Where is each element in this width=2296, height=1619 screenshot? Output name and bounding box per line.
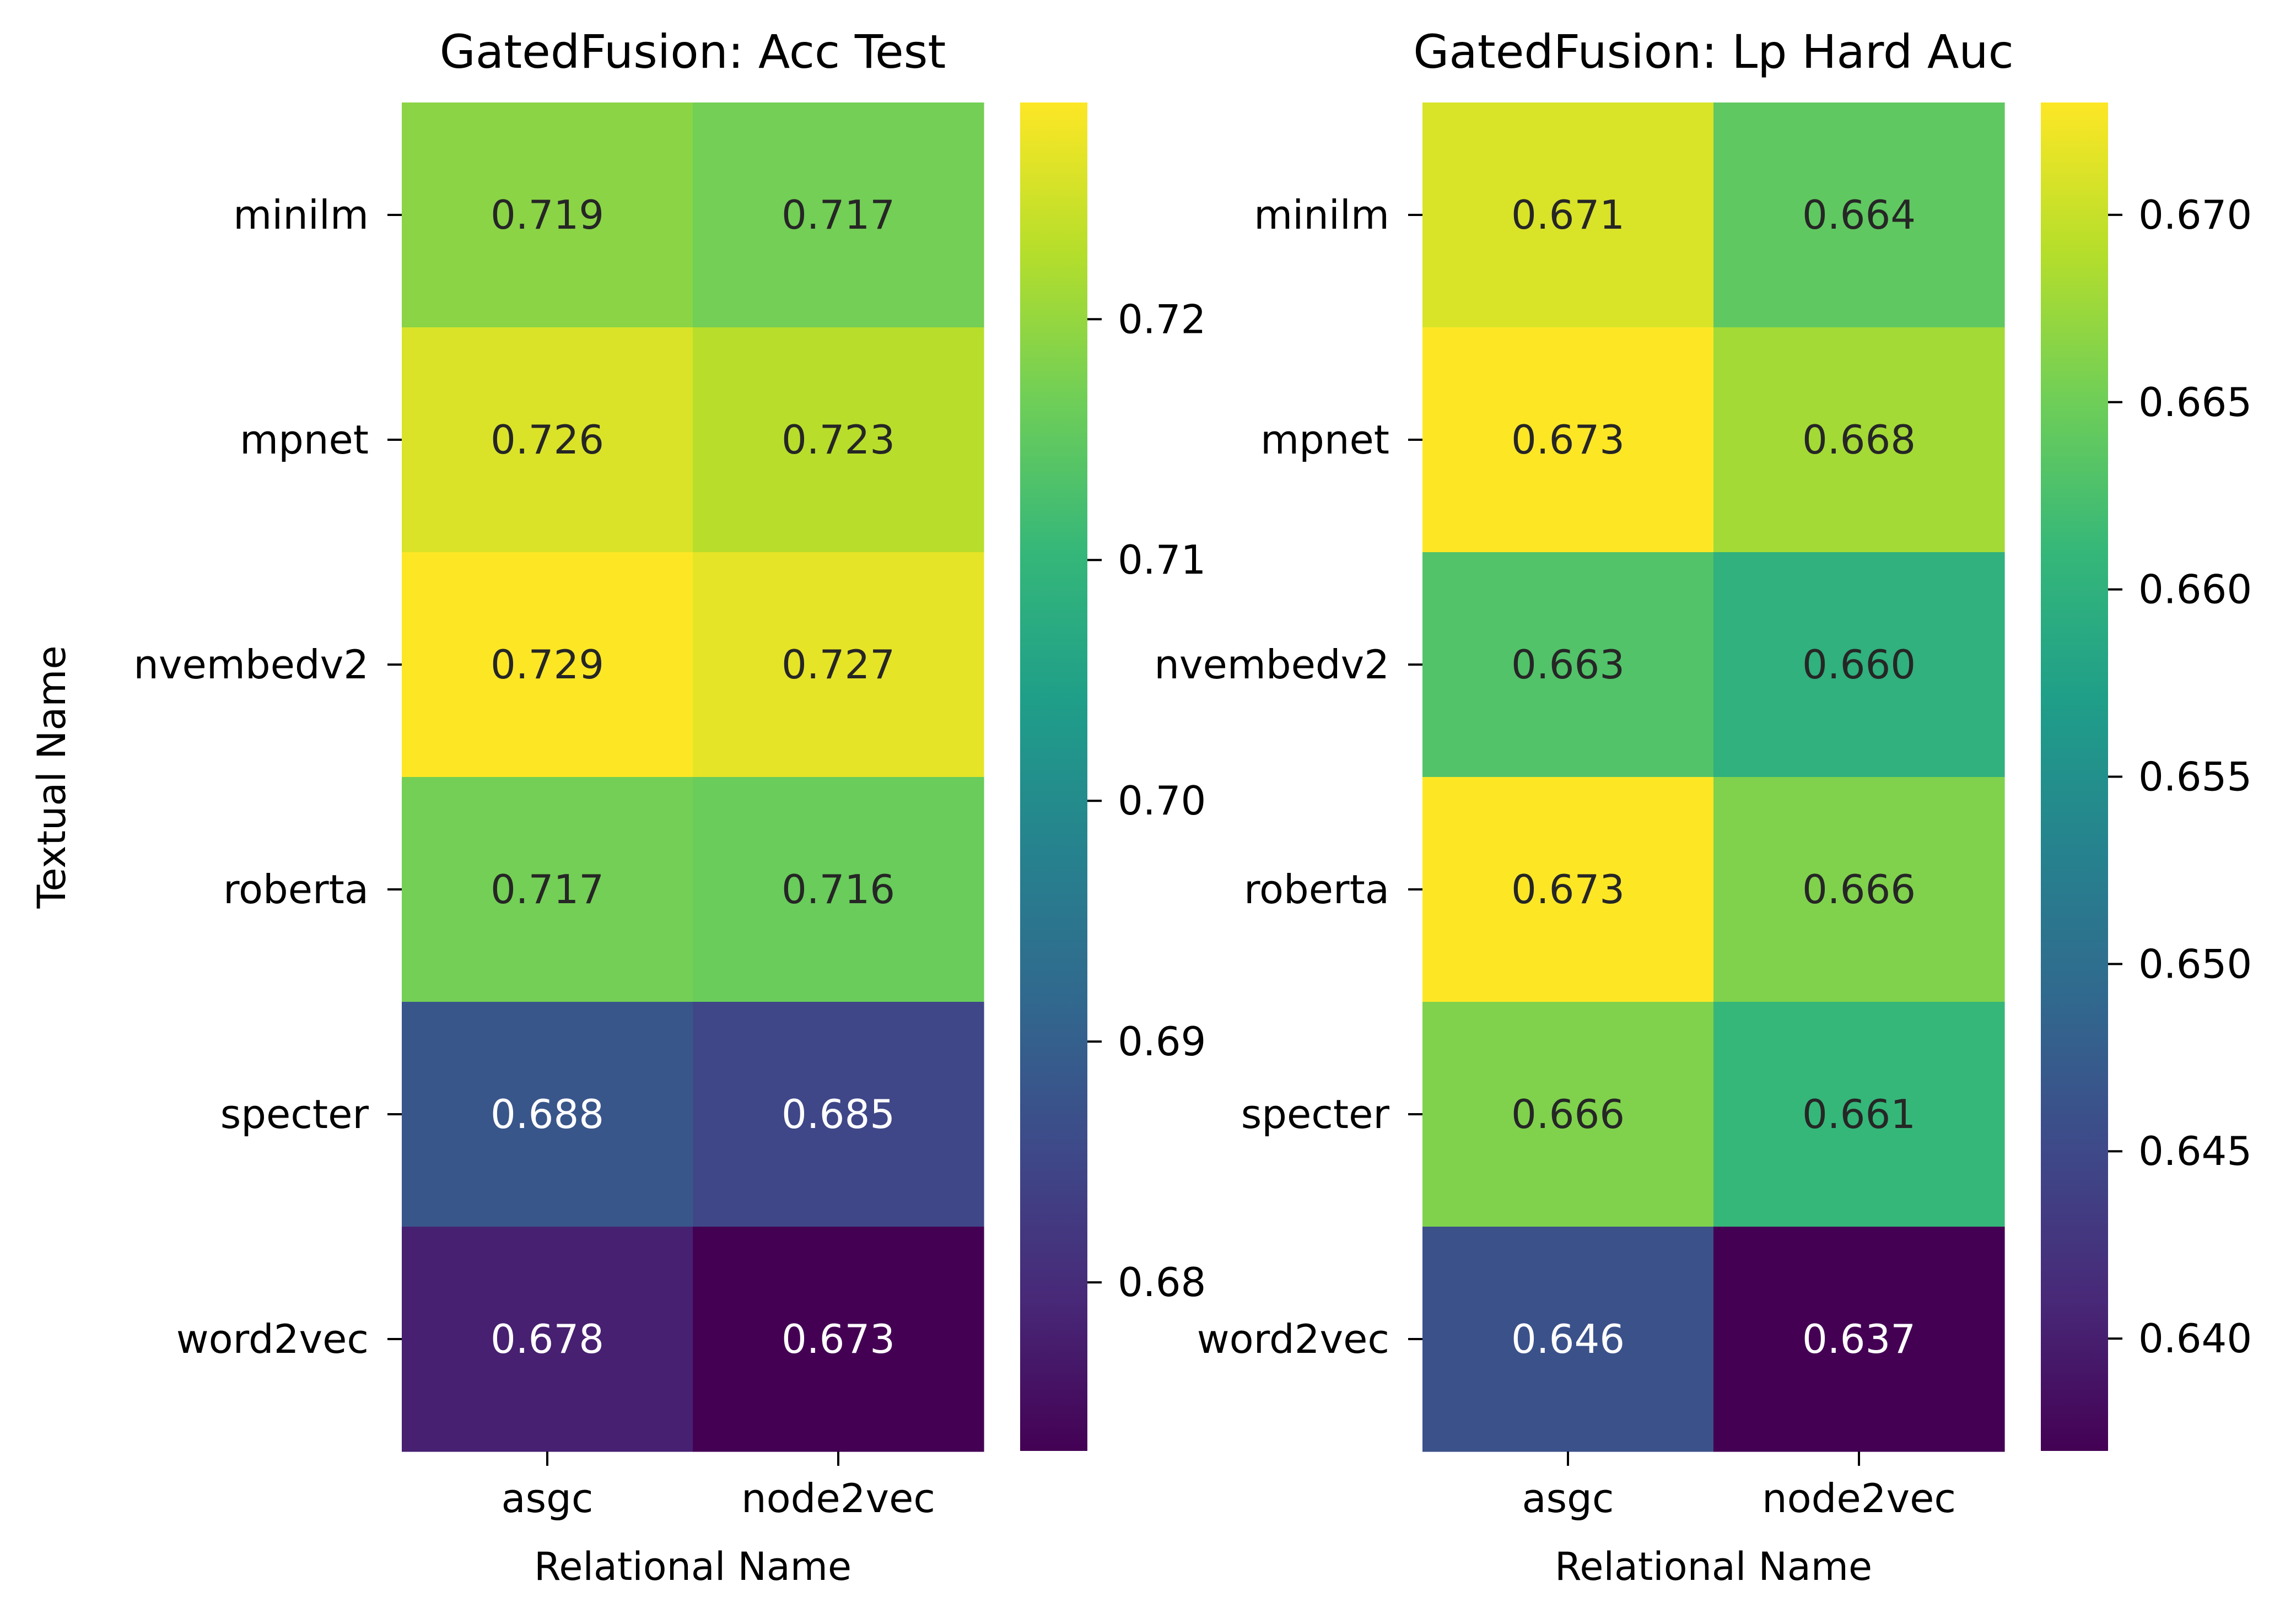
cell-value-label: 0.637	[1802, 1316, 1916, 1362]
heatmap-cell	[1713, 777, 2005, 1002]
cell-value-label: 0.673	[1511, 866, 1625, 913]
cell-value-label: 0.664	[1802, 192, 1916, 238]
heatmap-cell	[693, 552, 984, 778]
x-axis-ticks: asgc node2vec	[1522, 1451, 1956, 1521]
heatmap-cells	[402, 102, 984, 1452]
heatmap-cell	[693, 327, 984, 553]
y-tick-label: mpnet	[1260, 417, 1389, 463]
cell-value-label: 0.717	[781, 192, 895, 238]
cell-value-label: 0.660	[1802, 641, 1916, 688]
colorbar-tick-label: 0.69	[1118, 1018, 1206, 1065]
heatmap-panel-lp-hard-auc: GatedFusion: Lp Hard Auc 0.671 0.664 0.673…	[1154, 25, 2252, 1589]
heatmap-cell	[402, 102, 693, 328]
colorbar-tick-label: 0.68	[1118, 1259, 1206, 1305]
cell-value-label: 0.673	[781, 1316, 895, 1362]
cell-value-label: 0.719	[491, 192, 604, 238]
x-axis-label: Relational Name	[534, 1544, 851, 1589]
heatmap-cell	[1713, 1227, 2005, 1452]
heatmap-cell	[1422, 1002, 1714, 1227]
x-tick-label: asgc	[502, 1475, 594, 1521]
y-tick-label: roberta	[223, 866, 369, 913]
colorbar-tick-label: 0.72	[1118, 296, 1206, 342]
y-tick-label: roberta	[1244, 866, 1389, 913]
y-tick-label: mpnet	[240, 417, 369, 463]
x-axis-ticks: asgc node2vec	[502, 1451, 935, 1521]
heatmap-cell	[1422, 327, 1714, 553]
x-tick-label: node2vec	[1762, 1475, 1956, 1521]
heatmap-cell	[1713, 102, 2005, 328]
heatmap-cell	[693, 1002, 984, 1227]
y-axis-ticks: minilm mpnet nvembedv2 roberta specter word2v…	[1154, 192, 1422, 1362]
cell-value-label: 0.671	[1511, 192, 1625, 238]
colorbar-tick-label: 0.660	[2138, 566, 2252, 613]
cell-value-label: 0.673	[1511, 417, 1625, 463]
x-axis-label: Relational Name	[1555, 1544, 1872, 1589]
heatmap-cell	[402, 327, 693, 553]
y-tick-label: nvembedv2	[133, 641, 369, 688]
cell-value-label: 0.661	[1802, 1091, 1916, 1137]
y-tick-label: word2vec	[176, 1316, 369, 1362]
colorbar-tick-label: 0.640	[2138, 1315, 2252, 1362]
chart-title: GatedFusion: Acc Test	[440, 25, 946, 79]
colorbar-gradient	[1020, 102, 1087, 1451]
cell-value-label: 0.729	[491, 641, 604, 688]
cell-value-label: 0.717	[491, 866, 604, 913]
y-tick-label: minilm	[1254, 192, 1389, 238]
cell-value-label: 0.727	[781, 641, 895, 688]
colorbar-tick-label: 0.650	[2138, 941, 2252, 987]
colorbar-tick-label: 0.70	[1118, 778, 1206, 824]
colorbar-tick-label: 0.71	[1118, 537, 1206, 583]
heatmap-cell	[693, 777, 984, 1002]
colorbar: 0.68 0.69 0.70 0.71 0.72	[1020, 102, 1206, 1451]
chart-title: GatedFusion: Lp Hard Auc	[1413, 25, 2014, 79]
cell-value-label: 0.716	[781, 866, 895, 913]
heatmap-cell	[1422, 102, 1714, 328]
heatmap-cell	[1422, 1227, 1714, 1452]
y-axis-ticks: minilm mpnet nvembedv2 roberta specter word2v…	[133, 192, 402, 1362]
cell-value-label: 0.688	[491, 1091, 604, 1137]
heatmap-cell	[402, 777, 693, 1002]
heatmap-cell	[1422, 552, 1714, 778]
cell-value-label: 0.685	[781, 1091, 895, 1137]
heatmap-cell	[1713, 327, 2005, 553]
heatmap-cell	[402, 1227, 693, 1452]
heatmap-cell	[1422, 777, 1714, 1002]
y-tick-label: specter	[220, 1091, 369, 1137]
heatmap-cell	[402, 552, 693, 778]
colorbar-tick-label: 0.645	[2138, 1128, 2252, 1174]
cell-labels: 0.671 0.664 0.673 0.668 0.663 0.660 0.673 0.666…	[1511, 192, 1916, 1362]
heatmap-cells	[1422, 102, 2005, 1452]
heatmap-cell	[693, 1227, 984, 1452]
heatmap-cell	[693, 102, 984, 328]
cell-value-label: 0.646	[1511, 1316, 1625, 1362]
y-tick-label: nvembedv2	[1154, 641, 1389, 688]
cell-labels: 0.719 0.717 0.726 0.723 0.729 0.727 0.717 0.716…	[491, 192, 895, 1362]
cell-value-label: 0.668	[1802, 417, 1916, 463]
x-tick-label: asgc	[1522, 1475, 1614, 1521]
colorbar: 0.640 0.645 0.650 0.655 0.660 0.665 0.670	[2041, 102, 2252, 1451]
heatmap-cell	[402, 1002, 693, 1227]
colorbar-tick-label: 0.665	[2138, 379, 2252, 425]
y-tick-label: minilm	[233, 192, 369, 238]
cell-value-label: 0.666	[1802, 866, 1916, 913]
cell-value-label: 0.666	[1511, 1091, 1625, 1137]
heatmap-cell	[1713, 552, 2005, 778]
cell-value-label: 0.723	[781, 417, 895, 463]
heatmap-cell	[1713, 1002, 2005, 1227]
colorbar-tick-label: 0.670	[2138, 192, 2252, 238]
y-tick-label: specter	[1241, 1091, 1390, 1137]
x-tick-label: node2vec	[741, 1475, 935, 1521]
cell-value-label: 0.678	[491, 1316, 604, 1362]
y-axis-label: Textual Name	[29, 645, 74, 909]
colorbar-tick-label: 0.655	[2138, 754, 2252, 800]
cell-value-label: 0.663	[1511, 641, 1625, 688]
cell-value-label: 0.726	[491, 417, 604, 463]
colorbar-gradient	[2041, 102, 2108, 1451]
y-tick-label: word2vec	[1197, 1316, 1389, 1362]
